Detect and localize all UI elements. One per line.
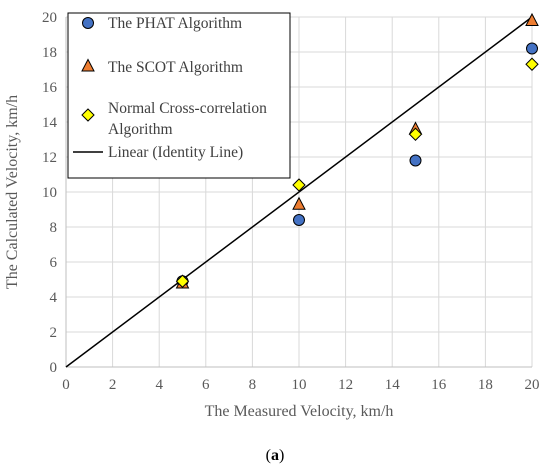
x-tick-label: 4 [155,377,163,393]
y-tick-label: 6 [50,255,58,271]
ncc-data-point [525,57,539,71]
legend-symbols [73,17,103,153]
caption-open-paren: ( [266,447,271,464]
x-tick-label: 8 [249,377,257,393]
y-tick-label: 10 [42,185,57,201]
tick-labels: 0 2 4 6 8 10 12 14 16 18 20 0 2 4 6 8 10 12 14 16 18 20 [42,10,540,393]
legend-circle-icon [82,17,94,29]
y-tick-label: 20 [42,10,57,26]
x-tick-label: 16 [431,377,447,393]
legend-label-phat: The PHAT Algorithm [108,15,242,32]
y-tick-label: 8 [50,220,58,236]
scot-data-point [292,196,306,210]
x-tick-label: 6 [202,377,210,393]
y-tick-label: 12 [42,150,57,166]
ncc-data-point [175,274,190,288]
scot-data-point [525,12,539,26]
y-tick-label: 2 [50,325,58,341]
grid [66,16,533,367]
caption-close-paren: ) [279,447,284,464]
legend-box [67,12,291,179]
y-tick-label: 18 [42,45,57,61]
x-tick-label: 14 [385,377,401,393]
x-tick-label: 0 [62,377,70,393]
phat-data-point [293,214,305,226]
legend-triangle-icon [81,58,95,72]
phat-data-point [526,42,538,55]
x-tick-label: 10 [292,377,307,393]
markers [175,12,539,289]
x-tick-label: 2 [109,377,117,393]
legend-label-ncc-line1: Normal Cross-correlation [108,100,267,117]
y-axis-title: The Calculated Velocity, km/h [4,95,21,289]
caption-label: a [271,447,279,464]
legend: The PHAT Algorithm The SCOT Algorithm No… [67,12,291,179]
phat-data-point [409,154,422,167]
x-tick-label: 20 [525,377,540,393]
x-tick-label: 18 [478,377,493,393]
ncc-data-point [408,127,423,141]
y-tick-label: 4 [50,290,58,306]
axes [65,17,532,368]
legend-label-scot: The SCOT Algorithm [108,59,243,76]
ncc-data-point [292,178,306,192]
identity-line-layer [65,16,533,368]
x-axis-title: The Measured Velocity, km/h [205,403,394,420]
legend-label-ncc-line2: Algorithm [108,121,173,138]
y-tick-label: 0 [50,360,58,376]
y-tick-label: 16 [42,80,58,96]
x-tick-label: 12 [338,377,353,393]
legend-label-identity-line: Linear (Identity Line) [108,144,243,161]
figure-caption: (a) [266,447,285,464]
identity-line [65,16,533,368]
y-tick-label: 14 [42,115,58,131]
legend-diamond-icon [81,108,95,122]
